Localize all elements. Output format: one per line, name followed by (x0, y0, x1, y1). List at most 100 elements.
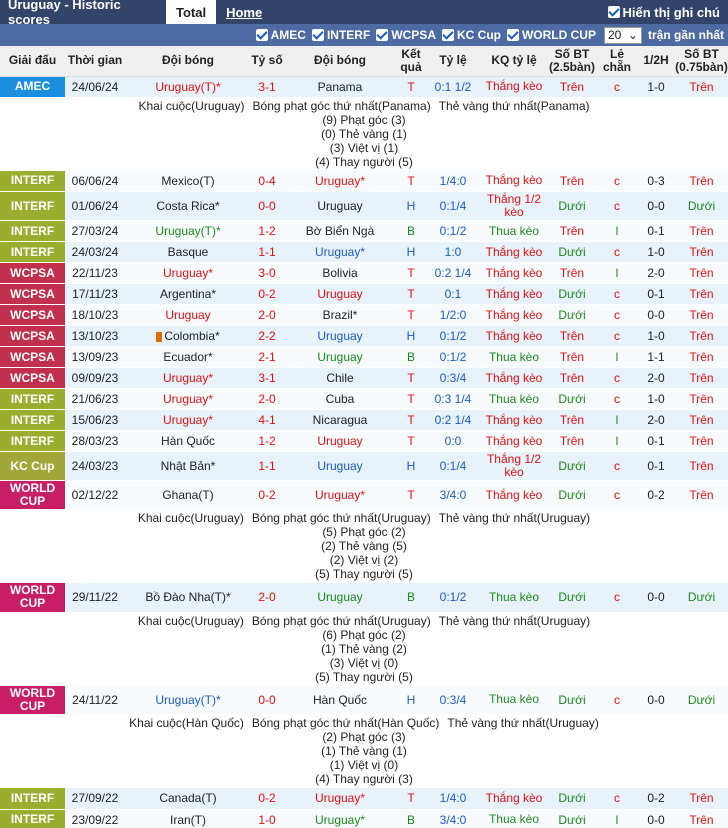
table-row[interactable]: WCPSA 13/09/23 Ecuador* 2-1 Uruguay B 0:1/2 Thu… (0, 346, 728, 368)
away-team[interactable]: Nicaragua (283, 409, 397, 431)
table-row[interactable]: INTERF 01/06/24 Costa Rica* 0-0 Uruguay H 0:1/… (0, 191, 728, 221)
filter-wcpsa[interactable]: WCPSA (376, 28, 436, 42)
away-team[interactable]: Uruguay (283, 430, 397, 452)
show-notes-toggle[interactable]: Hiển thị ghi chú (607, 5, 720, 20)
match-score[interactable]: 3-1 (251, 76, 283, 98)
checkbox-icon[interactable] (506, 29, 519, 41)
table-row[interactable]: INTERF 21/06/23 Uruguay* 2-0 Cuba T 0:3 1/4 Thu… (0, 388, 728, 410)
table-row[interactable]: INTERF 15/06/23 Uruguay* 4-1 Nicaragua T 0:2 1… (0, 409, 728, 431)
table-row[interactable]: INTERF 06/06/24 Mexico(T) 0-4 Uruguay* T 1/4:0… (0, 170, 728, 192)
filter-kc-cup[interactable]: KC Cup (441, 28, 501, 42)
match-result: T (397, 283, 425, 305)
away-team[interactable]: Uruguay* (283, 241, 397, 263)
filter-world-cup[interactable]: WORLD CUP (506, 28, 596, 42)
home-team[interactable]: Uruguay* (125, 409, 251, 431)
checkbox-icon[interactable] (376, 29, 389, 41)
home-team[interactable]: Bồ Đào Nha(T)* (125, 583, 251, 613)
away-team[interactable]: Uruguay* (283, 480, 397, 510)
match-score[interactable]: 4-1 (251, 409, 283, 431)
match-score[interactable]: 2-0 (251, 304, 283, 326)
match-score[interactable]: 0-0 (251, 191, 283, 221)
away-team[interactable]: Brazil* (283, 304, 397, 326)
goals-075-text: Trên (689, 791, 714, 806)
match-score[interactable]: 2-0 (251, 583, 283, 613)
match-score[interactable]: 1-0 (251, 809, 283, 828)
home-team[interactable]: Costa Rica* (125, 191, 251, 221)
home-team[interactable]: Basque (125, 241, 251, 263)
match-score[interactable]: 0-2 (251, 788, 283, 810)
away-team[interactable]: Uruguay (283, 283, 397, 305)
match-score[interactable]: 3-0 (251, 262, 283, 284)
filter-interf[interactable]: INTERF (311, 28, 370, 42)
away-team[interactable]: Uruguay (283, 346, 397, 368)
away-team[interactable]: Bờ Biển Ngà (283, 220, 397, 242)
table-row[interactable]: WCPSA 22/11/23 Uruguay* 3-0 Bolivia T 0:2 1/4 T… (0, 262, 728, 284)
tab-home[interactable]: Home (226, 4, 263, 20)
table-row[interactable]: KC Cup 24/03/23 Nhật Bản* 1-1 Uruguay H 0:1/4 T… (0, 451, 728, 481)
match-score[interactable]: 0-0 (251, 685, 283, 715)
away-team[interactable]: Uruguay (283, 451, 397, 481)
away-team[interactable]: Bolivia (283, 262, 397, 284)
table-row[interactable]: WCPSA 18/10/23 Uruguay 2-0 Brazil* T 1/2:0 Thắn… (0, 304, 728, 326)
table-row[interactable]: INTERF 28/03/23 Hàn Quốc 1-2 Uruguay T 0:0 Thắn… (0, 430, 728, 452)
match-score[interactable]: 2-0 (251, 388, 283, 410)
away-team[interactable]: Uruguay* (283, 170, 397, 192)
table-row[interactable]: WORLD CUP 02/12/22 Ghana(T) 0-2 Uruguay* T 3/4… (0, 480, 728, 510)
home-team[interactable]: Mexico(T) (125, 170, 251, 192)
table-row[interactable]: INTERF 27/09/22 Canada(T) 0-2 Uruguay* T 1/4:0… (0, 788, 728, 810)
away-team[interactable]: Hàn Quốc (283, 685, 397, 715)
checkbox-icon[interactable] (311, 29, 324, 41)
away-team[interactable]: Panama (283, 76, 397, 98)
home-team[interactable]: Uruguay* (125, 367, 251, 389)
checkbox-icon[interactable] (255, 29, 268, 41)
home-team[interactable]: Uruguay (125, 304, 251, 326)
home-team[interactable]: Iran(T) (125, 809, 251, 828)
match-count-select[interactable]: 20 ⌄ (603, 26, 642, 44)
home-team[interactable]: Hàn Quốc (125, 430, 251, 452)
away-team[interactable]: Uruguay (283, 583, 397, 613)
table-row[interactable]: WORLD CUP 24/11/22 Uruguay(T)* 0-0 Hàn Quốc H… (0, 685, 728, 715)
home-team[interactable]: Uruguay(T)* (125, 685, 251, 715)
goals-25: Dưới (547, 304, 597, 326)
table-row[interactable]: WCPSA 17/11/23 Argentina* 0-2 Uruguay T 0:1 Thắ… (0, 283, 728, 305)
checkbox-icon[interactable] (441, 29, 454, 41)
match-score[interactable]: 2-1 (251, 346, 283, 368)
away-team[interactable]: Chile (283, 367, 397, 389)
filter-amec[interactable]: AMEC (255, 28, 306, 42)
home-team[interactable]: Nhật Bản* (125, 451, 251, 481)
table-row[interactable]: AMEC 24/06/24 Uruguay(T)* 3-1 Panama T 0:1 1/2… (0, 76, 728, 98)
away-team[interactable]: Uruguay (283, 325, 397, 347)
tab-total[interactable]: Total (166, 0, 217, 24)
home-team[interactable]: Ecuador* (125, 346, 251, 368)
table-row[interactable]: WCPSA 09/09/23 Uruguay* 3-1 Chile T 0:3/4 Thắng… (0, 367, 728, 389)
match-score[interactable]: 0-4 (251, 170, 283, 192)
away-team[interactable]: Uruguay* (283, 788, 397, 810)
home-team[interactable]: Uruguay(T)* (125, 76, 251, 98)
away-team[interactable]: Cuba (283, 388, 397, 410)
table-row[interactable]: INTERF 27/03/24 Uruguay(T)* 1-2 Bờ Biển Ngà B… (0, 220, 728, 242)
table-row[interactable]: INTERF 23/09/22 Iran(T) 1-0 Uruguay* B 3/4:0 Th… (0, 809, 728, 828)
table-row[interactable]: WORLD CUP 29/11/22 Bồ Đào Nha(T)* 2-0 Urugua… (0, 583, 728, 613)
match-score[interactable]: 3-1 (251, 367, 283, 389)
show-notes-checkbox[interactable] (607, 6, 620, 18)
match-score[interactable]: 1-2 (251, 220, 283, 242)
home-team[interactable]: Ghana(T) (125, 480, 251, 510)
home-team[interactable]: Uruguay(T)* (125, 220, 251, 242)
match-score[interactable]: 2-2 (251, 325, 283, 347)
match-score[interactable]: 1-2 (251, 430, 283, 452)
away-team[interactable]: Uruguay (283, 191, 397, 221)
table-row[interactable]: INTERF 24/03/24 Basque 1-1 Uruguay* H 1:0 Thắng… (0, 241, 728, 263)
home-team[interactable]: Colombia* (125, 325, 251, 347)
home-team[interactable]: Argentina* (125, 283, 251, 305)
match-score[interactable]: 0-2 (251, 283, 283, 305)
match-score[interactable]: 1-1 (251, 241, 283, 263)
home-team[interactable]: Uruguay* (125, 262, 251, 284)
match-score[interactable]: 0-2 (251, 480, 283, 510)
away-team[interactable]: Uruguay* (283, 809, 397, 828)
away-team-text: Uruguay (317, 199, 363, 213)
table-row[interactable]: WCPSA 13/10/23 Colombia* 2-2 Uruguay H 0:1/2 Th… (0, 325, 728, 347)
match-result-text: H (406, 329, 416, 343)
home-team[interactable]: Canada(T) (125, 788, 251, 810)
home-team[interactable]: Uruguay* (125, 388, 251, 410)
match-score[interactable]: 1-1 (251, 451, 283, 481)
